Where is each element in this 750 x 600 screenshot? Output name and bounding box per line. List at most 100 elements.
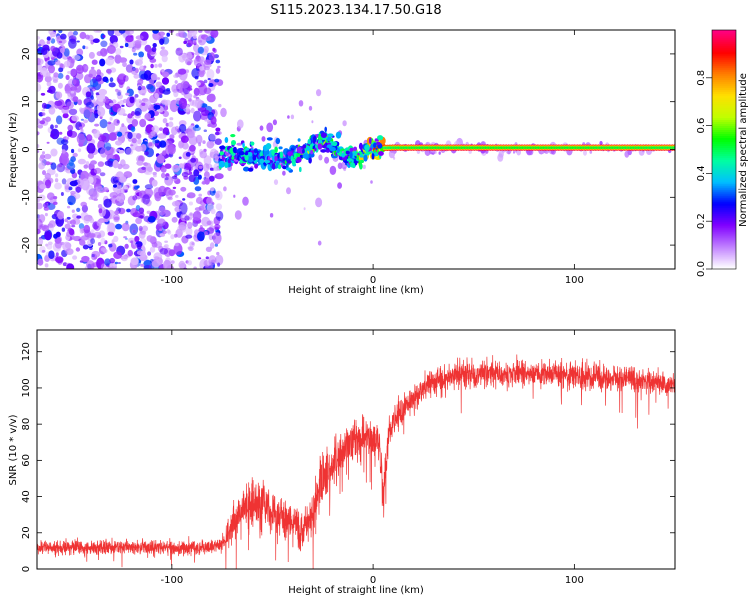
noise-blob xyxy=(164,244,169,248)
noise-blob xyxy=(290,114,295,120)
noise-blob xyxy=(82,45,86,50)
colorbar-band xyxy=(712,77,736,81)
noise-blob xyxy=(148,142,153,147)
colorbar-band xyxy=(712,39,736,43)
x-tick-label: 0 xyxy=(370,575,376,586)
noise-blob xyxy=(133,52,138,56)
colorbar-band xyxy=(712,235,736,238)
noise-blob xyxy=(99,58,106,67)
noise-blob xyxy=(178,97,188,110)
noise-blob xyxy=(118,30,126,34)
noise-blob xyxy=(141,93,146,96)
trace-cell xyxy=(320,132,327,139)
noise-blob xyxy=(97,242,102,246)
noise-blob xyxy=(215,203,223,211)
noise-blob xyxy=(223,186,227,192)
noise-blob xyxy=(151,46,157,53)
noise-blob xyxy=(40,92,46,96)
colorbar-tick-label: 0.6 xyxy=(696,118,707,134)
colorbar-band xyxy=(712,243,736,246)
noise-blob xyxy=(206,220,212,226)
colorbar-band xyxy=(712,159,736,162)
noise-blob xyxy=(154,256,160,260)
noise-blob xyxy=(55,91,63,99)
trace-cell xyxy=(329,146,336,152)
y-tick-label: -20 xyxy=(21,237,32,253)
noise-blob xyxy=(298,100,304,107)
trace-cell xyxy=(236,142,243,146)
noise-blob xyxy=(178,260,186,269)
noise-blob xyxy=(61,149,66,154)
noise-blob xyxy=(190,157,197,163)
noise-blob xyxy=(84,65,89,70)
noise-blob xyxy=(107,231,115,236)
noise-blob xyxy=(121,123,125,128)
y-tick-label: 0 xyxy=(21,566,32,572)
noise-blob xyxy=(208,255,217,266)
noise-blob xyxy=(181,171,189,178)
noise-blob xyxy=(83,119,88,124)
noise-blob xyxy=(118,149,125,154)
noise-blob xyxy=(77,158,86,165)
noise-blob xyxy=(215,68,221,74)
noise-blob xyxy=(212,232,222,245)
trace-cell xyxy=(299,166,302,173)
trace-cell xyxy=(285,167,292,171)
colorbar-band xyxy=(712,85,736,89)
noise-blob xyxy=(149,246,156,253)
noise-blob xyxy=(53,196,58,200)
colorbar-band xyxy=(712,47,736,51)
noise-blob xyxy=(55,173,59,178)
noise-blob xyxy=(112,131,118,136)
noise-blob xyxy=(180,80,189,89)
noise-blob xyxy=(37,237,44,246)
noise-blob xyxy=(139,56,143,62)
trace-cell xyxy=(302,144,307,149)
noise-blob xyxy=(158,63,163,68)
noise-blob xyxy=(144,112,152,120)
colorbar-band xyxy=(712,267,736,270)
noise-blob xyxy=(138,207,145,214)
noise-blob xyxy=(113,214,120,223)
noise-blob xyxy=(174,125,180,132)
noise-blob xyxy=(79,239,86,246)
noise-blob xyxy=(205,256,209,260)
noise-blob xyxy=(50,45,56,52)
noise-blob xyxy=(209,133,217,141)
colorbar-band xyxy=(712,79,736,83)
noise-blob xyxy=(127,249,133,257)
colorbar-band xyxy=(712,183,736,186)
colorbar-band xyxy=(712,149,736,152)
noise-blob xyxy=(161,172,166,179)
noise-blob xyxy=(194,124,199,129)
noise-blob xyxy=(156,154,165,164)
noise-blob xyxy=(178,30,185,38)
noise-blob xyxy=(46,36,51,41)
noise-blob xyxy=(80,118,84,121)
colorbar-band xyxy=(712,133,736,136)
trace-cell xyxy=(259,158,265,164)
noise-blob xyxy=(129,59,134,65)
trace-cell xyxy=(318,139,323,144)
noise-blob xyxy=(106,45,116,54)
noise-blob xyxy=(102,248,108,254)
noise-blob xyxy=(90,95,94,100)
noise-blob xyxy=(88,73,93,78)
noise-blob xyxy=(198,165,203,169)
noise-blob xyxy=(193,169,200,177)
noise-blob xyxy=(44,212,48,217)
noise-blob xyxy=(130,240,134,244)
noise-blob xyxy=(140,230,147,235)
noise-blob xyxy=(123,75,129,82)
noise-blob xyxy=(214,78,220,83)
snr-x-ticks: -100 0 100 xyxy=(160,330,584,586)
noise-blob xyxy=(64,223,71,229)
noise-blob xyxy=(115,140,123,146)
noise-blob xyxy=(148,79,155,85)
colorbar-band xyxy=(712,139,736,142)
noise-blob xyxy=(90,238,95,245)
colorbar-band xyxy=(712,171,736,174)
trace-cell xyxy=(376,141,381,145)
noise-blob xyxy=(58,30,63,34)
